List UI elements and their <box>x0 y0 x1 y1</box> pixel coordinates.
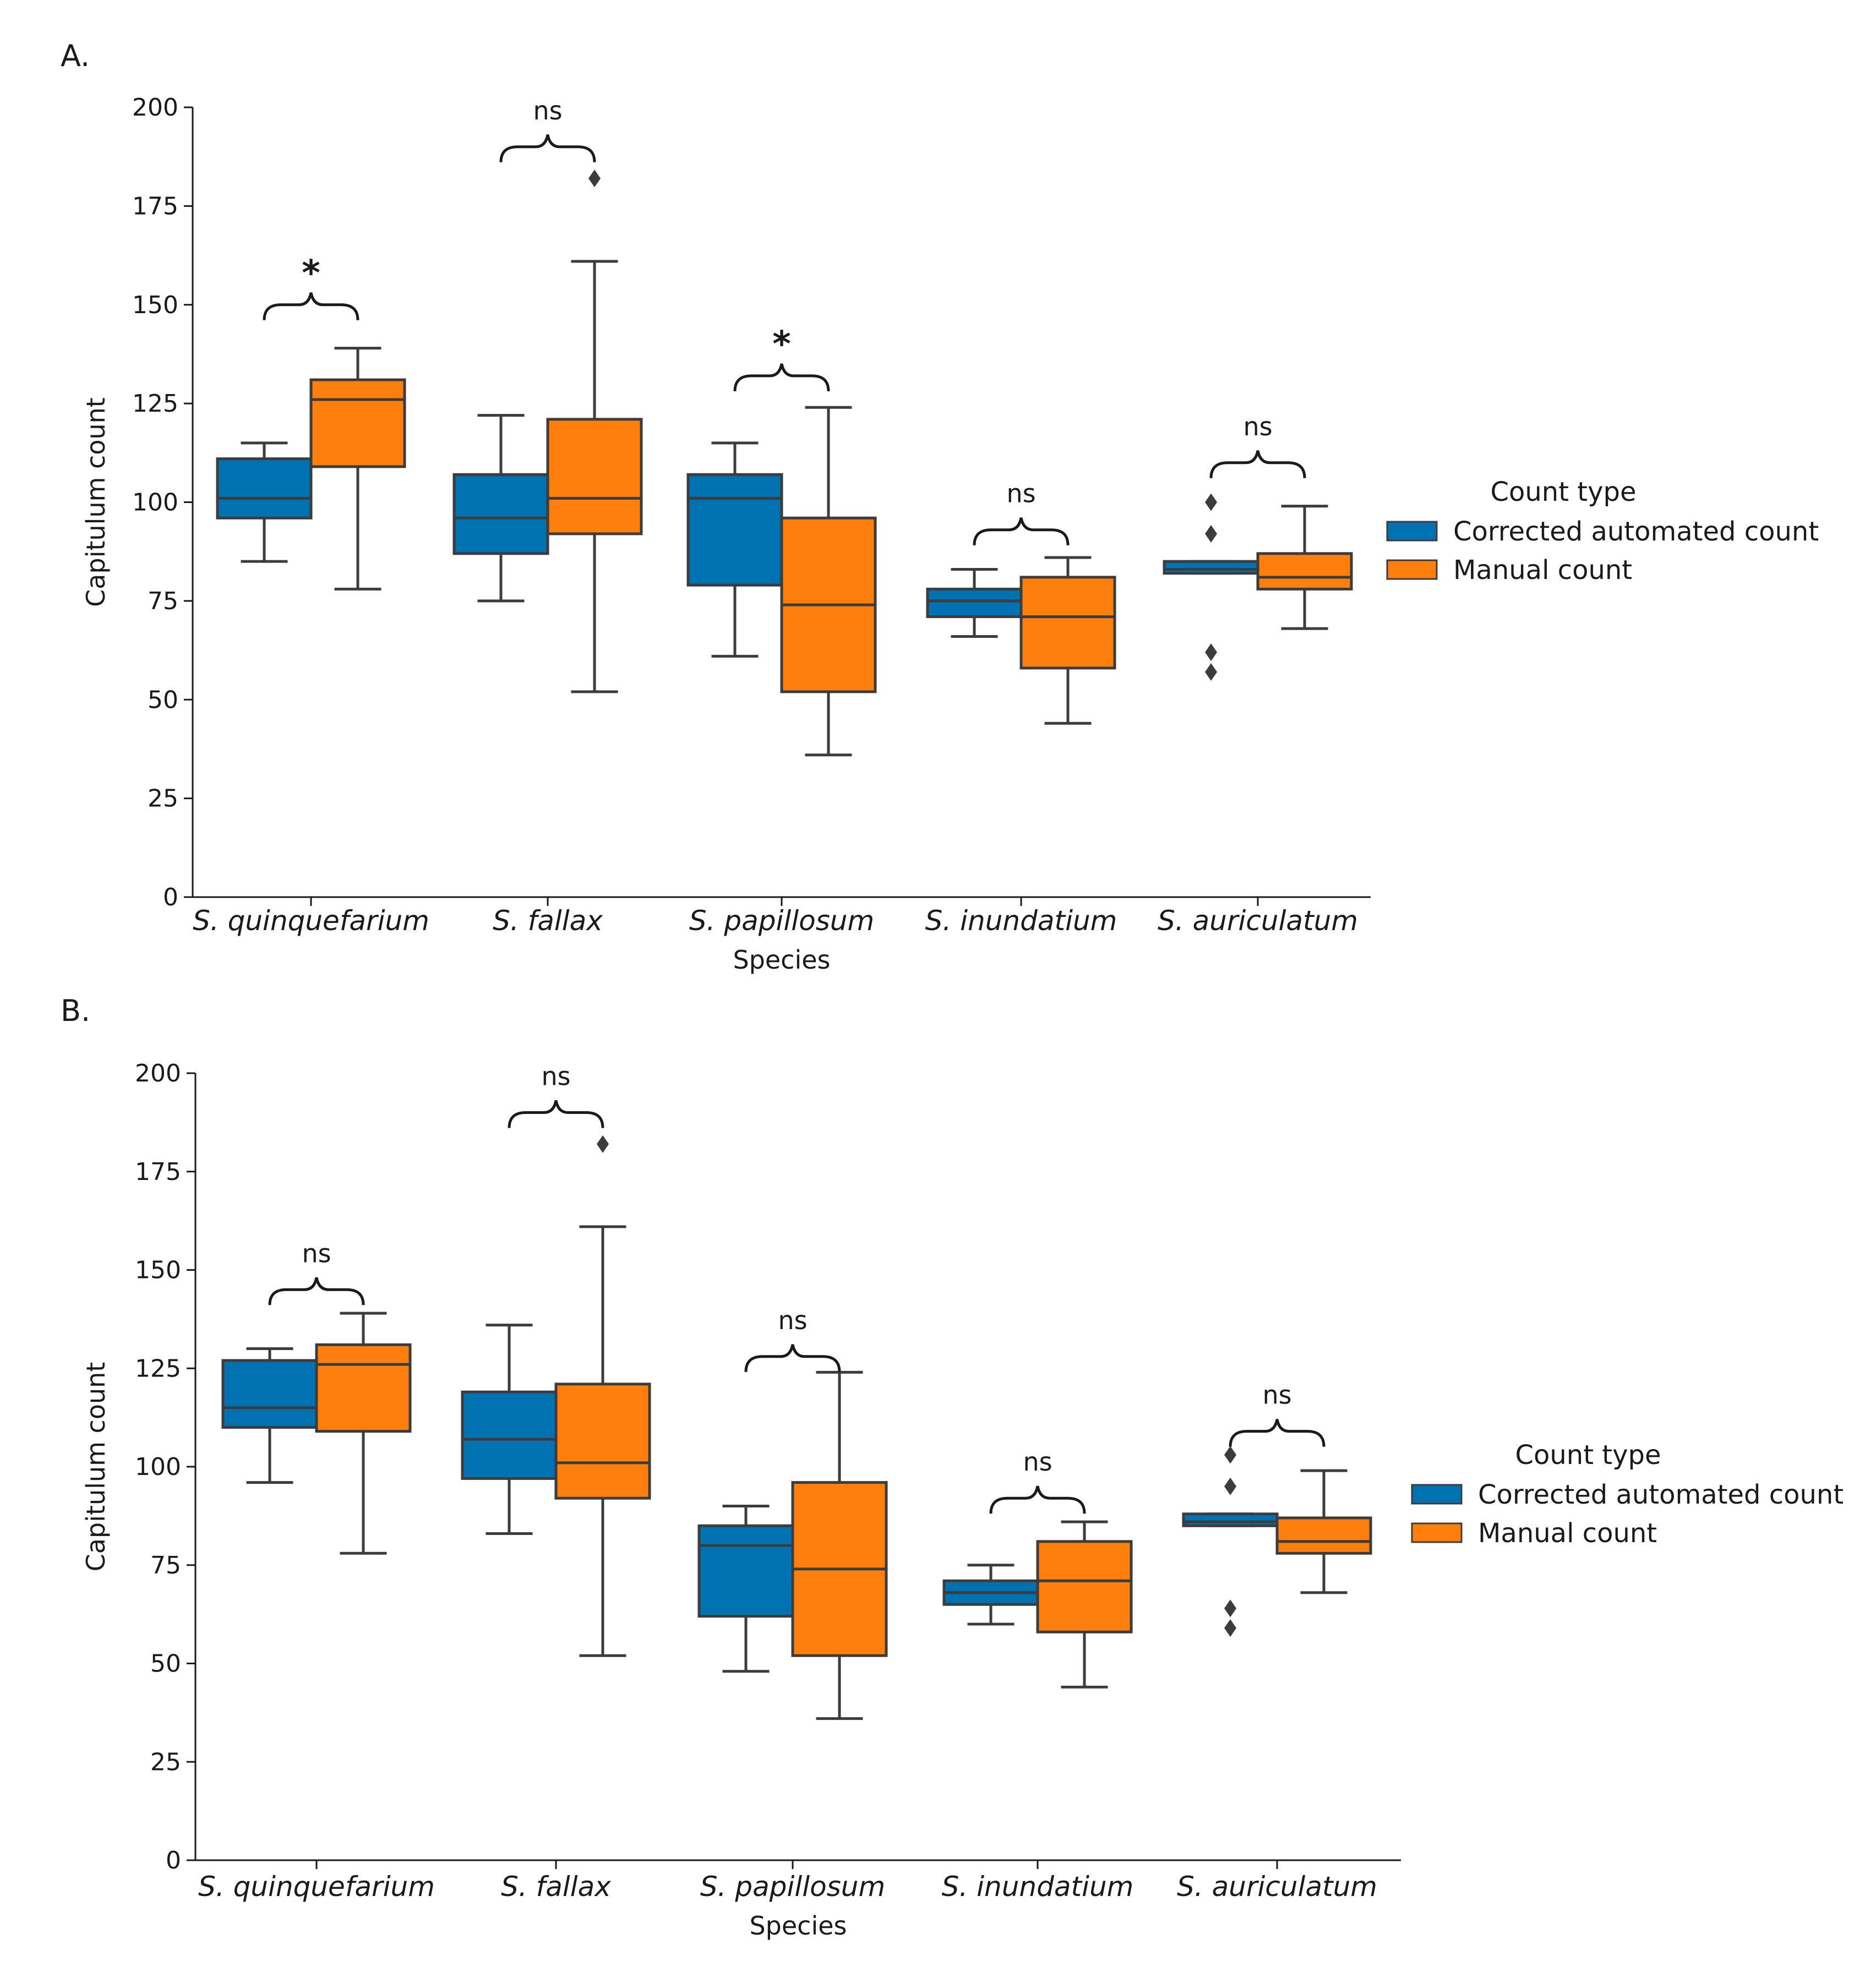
panel-a-category-label-s-quinquefarium: S. quinquefarium <box>193 905 429 937</box>
panel-a-category-label-s-fallax: S. fallax <box>493 905 603 937</box>
panel-a-corrected-automated-count-s-auriculatum-outlier <box>1205 643 1217 662</box>
panel-b-category-label-s-fallax: S. fallax <box>501 1871 611 1903</box>
panel-b-corrected-automated-count-s-auriculatum-outlier <box>1224 1477 1236 1495</box>
panel-b-significance-brace-s-papillosum <box>744 1344 841 1372</box>
panel-a-category-label-s-papillosum: S. papillosum <box>689 905 874 937</box>
panel-a-corrected-automated-count-s-auriculatum-outlier <box>1205 663 1217 681</box>
panel-b-significance-label-s-auriculatum: ns <box>1262 1380 1291 1410</box>
panel-b-label: B. <box>61 993 90 1028</box>
panel-b-y-tick-label: 75 <box>150 1551 181 1580</box>
panel-b-manual-count-s-fallax-box <box>554 1383 651 1500</box>
panel-a-manual-count-s-inundatium-box <box>1019 576 1116 670</box>
panel-a-y-axis-title: Capitulum count <box>81 397 111 607</box>
panel-b-y-tick-label: 125 <box>135 1354 181 1383</box>
panel-a-manual-count-s-fallax-outlier <box>588 170 601 188</box>
panel-b-corrected-automated-count-s-auriculatum-outlier <box>1224 1619 1236 1637</box>
panel-a-significance-label-s-papillosum: * <box>772 324 790 365</box>
panel-a-legend-label-corrected-automated-count: Corrected automated count <box>1453 516 1819 547</box>
panel-b-category-label-s-inundatium: S. inundatium <box>942 1871 1134 1903</box>
panel-a-legend-swatch-manual-count <box>1386 559 1438 580</box>
panel-b-corrected-automated-count-s-quinquefarium-box <box>221 1359 318 1429</box>
panel-a-significance-brace-s-auriculatum <box>1209 450 1306 478</box>
panel-b-category-label-s-quinquefarium: S. quinquefarium <box>198 1871 435 1903</box>
panel-b-x-axis-title: Species <box>749 1911 847 1941</box>
panel-b-y-tick-label: 50 <box>150 1650 181 1678</box>
panel-a-legend-swatch-corrected-automated-count <box>1386 521 1438 542</box>
panel-b-y-tick-label: 100 <box>135 1453 181 1481</box>
panel-a-y-tick-label: 175 <box>132 192 178 220</box>
panel-b-manual-count-s-auriculatum-box <box>1275 1516 1372 1555</box>
panel-b-y-tick-label: 0 <box>166 1846 181 1875</box>
panel-a-significance-label-s-quinquefarium: * <box>302 253 320 294</box>
panel-a-significance-label-s-inundatium: ns <box>1006 479 1035 509</box>
panel-a-y-tick-label: 0 <box>163 883 178 911</box>
panel-a-corrected-automated-count-s-auriculatum-outlier <box>1205 493 1217 511</box>
panel-a-corrected-automated-count-s-quinquefarium-box <box>216 457 313 520</box>
panel-b-manual-count-s-inundatium-box <box>1036 1540 1133 1633</box>
panel-b-legend-title: Count type <box>1515 1440 1661 1471</box>
panel-b-significance-brace-s-auriculatum <box>1229 1419 1326 1447</box>
panel-a-significance-label-s-auriculatum: ns <box>1243 412 1272 441</box>
panel-a-y-tick-label: 200 <box>132 94 178 122</box>
panel-a-corrected-automated-count-s-auriculatum-outlier <box>1205 524 1217 543</box>
panel-a-y-tick-label: 125 <box>132 390 178 418</box>
panel-b-y-tick-label: 25 <box>150 1748 181 1776</box>
panel-a-legend-label-manual-count: Manual count <box>1453 555 1632 586</box>
panel-a-y-tick-label: 150 <box>132 291 178 319</box>
panel-a-significance-brace-s-fallax <box>499 134 596 162</box>
panel-a-significance-label-s-fallax: ns <box>533 96 562 125</box>
panel-b-category-label-s-papillosum: S. papillosum <box>700 1871 885 1903</box>
panel-b-legend-swatch-manual-count <box>1411 1522 1463 1543</box>
panel-a-corrected-automated-count-s-auriculatum-box <box>1163 560 1259 575</box>
panel-b-significance-brace-s-quinquefarium <box>268 1277 365 1305</box>
panel-a-legend-title: Count type <box>1490 477 1636 507</box>
panel-a-manual-count-s-fallax-box <box>546 418 643 536</box>
panel-b-y-tick-label: 150 <box>135 1256 181 1285</box>
panel-b-manual-count-s-fallax-outlier <box>597 1135 609 1153</box>
panel-a-manual-count-s-quinquefarium-box <box>309 378 406 468</box>
panel-a-y-tick-label: 50 <box>148 686 178 714</box>
panel-b-corrected-automated-count-s-papillosum-box <box>697 1524 794 1618</box>
panel-b-corrected-automated-count-s-auriculatum-box <box>1182 1512 1279 1527</box>
panel-b-legend-swatch-corrected-automated-count <box>1411 1484 1463 1505</box>
panel-a-manual-count-s-auriculatum-box <box>1256 552 1353 591</box>
panel-b-significance-label-s-inundatium: ns <box>1023 1447 1052 1477</box>
panel-b-corrected-automated-count-s-auriculatum-outlier <box>1224 1599 1236 1618</box>
panel-b-category-label-s-auriculatum: S. auriculatum <box>1177 1871 1377 1903</box>
panel-a-label: A. <box>61 39 90 73</box>
panel-a-y-tick-label: 25 <box>148 785 178 813</box>
panel-a-category-label-s-inundatium: S. inundatium <box>925 905 1117 937</box>
panel-a-corrected-automated-count-s-inundatium-box <box>926 587 1023 619</box>
panel-b-significance-label-s-fallax: ns <box>541 1062 570 1091</box>
panel-a-significance-brace-s-quinquefarium <box>263 292 359 320</box>
panel-b-y-axis-title: Capitulum count <box>81 1362 111 1572</box>
panel-a-y-tick-label: 100 <box>132 489 178 517</box>
panel-b-significance-brace-s-inundatium <box>989 1485 1086 1514</box>
panel-b-manual-count-s-quinquefarium-box <box>315 1343 412 1433</box>
panel-a-x-axis-title: Species <box>733 945 830 975</box>
panel-b-legend-label-corrected-automated-count: Corrected automated count <box>1478 1479 1844 1510</box>
panel-b-corrected-automated-count-s-auriculatum-outlier <box>1224 1446 1236 1464</box>
panel-a-corrected-automated-count-s-papillosum-box <box>686 473 783 587</box>
panel-b-legend-label-manual-count: Manual count <box>1478 1518 1657 1549</box>
panel-b-significance-label-s-papillosum: ns <box>778 1305 807 1335</box>
panel-a-category-label-s-auriculatum: S. auriculatum <box>1158 905 1358 937</box>
panel-a-significance-brace-s-papillosum <box>733 363 830 392</box>
panel-a-corrected-automated-count-s-fallax-box <box>452 473 549 555</box>
panel-b-y-tick-label: 175 <box>135 1158 181 1186</box>
panel-b-y-tick-label: 200 <box>135 1059 181 1088</box>
panel-b-significance-brace-s-fallax <box>508 1100 604 1128</box>
panel-b-corrected-automated-count-s-fallax-box <box>461 1390 558 1480</box>
panel-a-y-tick-label: 75 <box>148 587 178 615</box>
panel-b-significance-label-s-quinquefarium: ns <box>302 1238 331 1268</box>
panel-a-significance-brace-s-inundatium <box>973 517 1070 545</box>
